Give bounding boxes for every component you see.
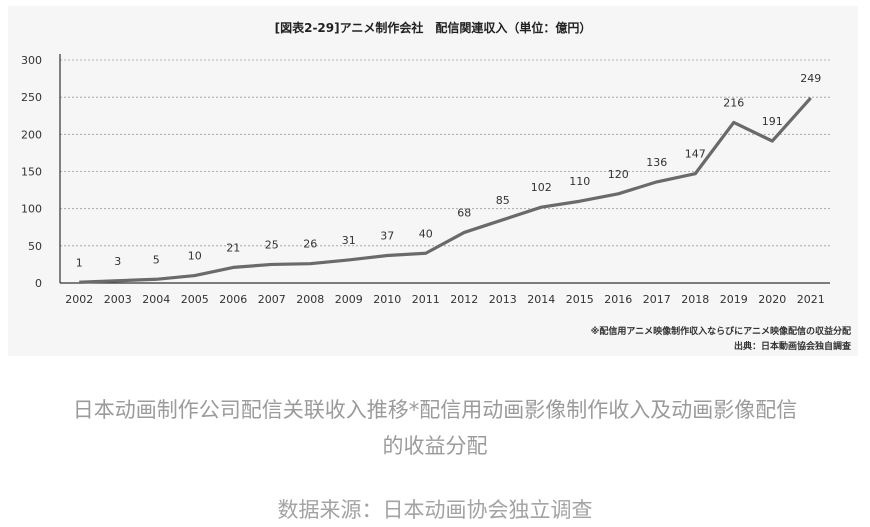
caption-line-2: 的收益分配	[382, 434, 488, 458]
series-line-path	[79, 96, 812, 284]
y-tick-label: 50	[28, 240, 42, 253]
x-tick-label: 2002	[65, 293, 93, 306]
chart-source-note: 出典：日本動画協会独自調査	[734, 340, 852, 352]
y-tick-label: 200	[21, 128, 42, 141]
y-tick-label: 300	[21, 54, 42, 67]
data-label: 216	[723, 96, 744, 109]
data-label: 136	[646, 156, 667, 169]
chart-title: [図表2-29]アニメ制作会社 配信関連収入（単位：億円）	[275, 20, 592, 35]
data-label: 120	[608, 168, 629, 181]
x-tick-label: 2003	[104, 293, 132, 306]
data-label: 10	[188, 250, 202, 263]
data-label: 110	[569, 175, 590, 188]
x-tick-label: 2007	[258, 293, 286, 306]
x-tick-label: 2017	[643, 293, 671, 306]
x-tick-label: 2012	[450, 293, 478, 306]
axes: 0 50 100 150 200 250 300 2002 2003 2004 2005 2006 20…	[21, 54, 830, 306]
data-labels: 1 3 5 10 21 25 26 31 37 40 68 85 102 110 120 136 147 216 1…	[76, 72, 822, 269]
data-label: 21	[226, 241, 240, 254]
grid-lines	[60, 59, 830, 247]
x-tick-label: 2020	[758, 293, 786, 306]
data-label: 191	[762, 115, 783, 128]
data-label: 37	[380, 229, 394, 242]
series-line	[79, 96, 812, 284]
data-label: 147	[685, 148, 706, 161]
data-label: 31	[342, 234, 356, 247]
data-label: 249	[800, 72, 821, 85]
chart-note: ※配信用アニメ映像制作収入ならびにアニメ映像配信の収益分配	[591, 325, 851, 337]
x-tick-label: 2005	[181, 293, 209, 306]
y-tick-label: 250	[21, 91, 42, 104]
x-tick-label: 2010	[373, 293, 401, 306]
data-source: 数据来源：日本动画协会独立调查	[277, 498, 593, 522]
x-tick-label: 2014	[527, 293, 555, 306]
line-chart: [図表2-29]アニメ制作会社 配信関連収入（単位：億円） 0 50 100 150 2…	[21, 20, 852, 352]
y-tick-label: 100	[21, 203, 42, 216]
x-tick-label: 2019	[720, 293, 748, 306]
x-tick-label: 2015	[566, 293, 594, 306]
data-label: 26	[303, 238, 317, 251]
x-tick-label: 2006	[219, 293, 247, 306]
data-label: 3	[114, 255, 121, 268]
x-tick-label: 2021	[797, 293, 825, 306]
x-tick-label: 2011	[412, 293, 440, 306]
data-label: 5	[153, 253, 160, 266]
caption-line-1: 日本动画制作公司配信关联收入推移*配信用动画影像制作收入及动画影像配信	[72, 398, 798, 422]
x-tick-label: 2016	[604, 293, 632, 306]
x-tick-label: 2013	[489, 293, 517, 306]
data-label: 25	[265, 238, 279, 251]
x-tick-label: 2004	[142, 293, 170, 306]
x-tick-label: 2018	[681, 293, 709, 306]
y-tick-label: 150	[21, 166, 42, 179]
data-label: 1	[76, 256, 83, 269]
data-label: 102	[531, 181, 552, 194]
data-label: 40	[419, 227, 433, 240]
x-tick-label: 2008	[296, 293, 324, 306]
data-label: 68	[457, 206, 471, 219]
data-label: 85	[496, 194, 510, 207]
x-tick-label: 2009	[335, 293, 363, 306]
figure-caption: 日本动画制作公司配信关联收入推移*配信用动画影像制作收入及动画影像配信 的收益分…	[0, 392, 870, 464]
y-tick-label: 0	[35, 277, 42, 290]
chart-figure: [図表2-29]アニメ制作会社 配信関連収入（単位：億円） 0 50 100 150 2…	[8, 6, 858, 356]
